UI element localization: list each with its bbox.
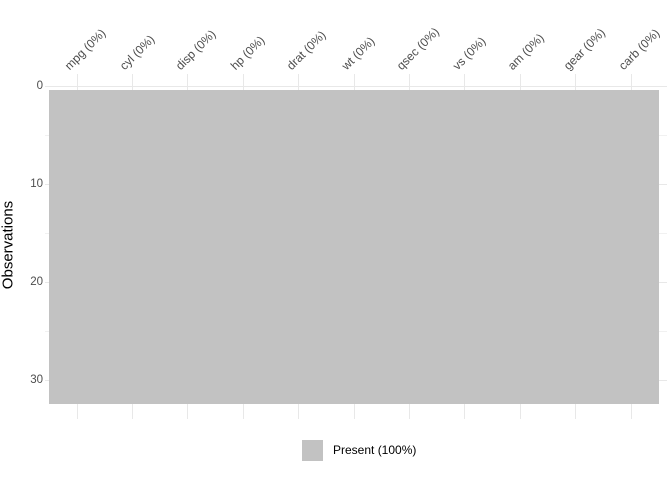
x-tick-label: drat (0%) [283, 27, 329, 73]
x-tick-label: am (0%) [504, 30, 547, 73]
y-tick-label: 20 [30, 276, 43, 288]
x-tick-label: mpg (0%) [61, 26, 109, 73]
legend: Present (100%) [302, 440, 416, 461]
x-tick-label: vs (0%) [449, 34, 489, 73]
y-tick-label: 30 [30, 374, 43, 386]
present-data-rect [49, 90, 659, 404]
legend-key-present [302, 440, 323, 461]
x-tick-label: wt (0%) [338, 34, 378, 73]
x-tick-label: carb (0%) [615, 26, 663, 73]
gridline-horizontal-major [45, 85, 667, 87]
x-tick-label: gear (0%) [560, 25, 608, 73]
legend-label-present: Present (100%) [333, 443, 417, 457]
y-tick-label: 0 [36, 80, 43, 92]
y-axis-title: Observations [0, 200, 17, 290]
x-tick-label: cyl (0%) [117, 32, 158, 73]
x-tick-label: hp (0%) [227, 33, 268, 73]
y-tick-label: 10 [30, 178, 43, 190]
x-tick-label: qsec (0%) [394, 24, 443, 73]
x-tick-label: disp (0%) [172, 26, 219, 73]
